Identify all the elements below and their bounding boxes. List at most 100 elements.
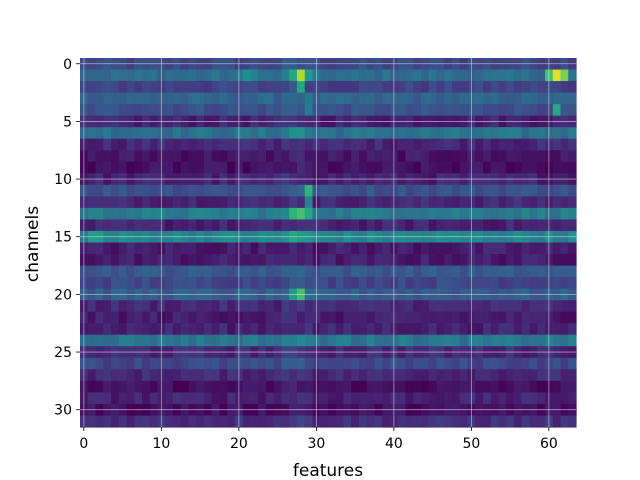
heatmap-cell xyxy=(266,311,275,324)
heatmap-cell xyxy=(374,161,383,174)
heatmap-cell xyxy=(173,207,182,221)
heatmap-cell xyxy=(514,277,523,290)
heatmap-cell xyxy=(95,380,104,394)
heatmap-cell xyxy=(103,369,112,382)
heatmap-cell xyxy=(537,207,546,221)
heatmap-cell xyxy=(568,138,577,151)
heatmap-cell xyxy=(227,357,236,370)
heatmap-cell xyxy=(421,127,430,140)
heatmap-cell xyxy=(173,415,182,428)
heatmap-cell xyxy=(421,184,430,197)
heatmap-cell xyxy=(452,415,461,428)
heatmap-cell xyxy=(444,207,453,221)
heatmap-cell xyxy=(328,392,337,405)
heatmap-cell xyxy=(289,380,298,394)
heatmap-cell xyxy=(204,254,213,267)
heatmap-cell xyxy=(273,254,283,267)
heatmap-cell xyxy=(529,161,538,174)
heatmap-cell xyxy=(421,104,430,117)
heatmap-cell xyxy=(304,380,314,394)
heatmap-cell xyxy=(498,150,507,163)
heatmap-cell xyxy=(95,127,104,140)
heatmap-cell xyxy=(204,311,213,324)
heatmap-cell xyxy=(149,150,159,163)
heatmap-cell xyxy=(552,392,562,405)
heatmap-cell xyxy=(188,69,197,82)
heatmap-cell xyxy=(498,138,507,151)
heatmap-cell xyxy=(506,265,515,278)
heatmap-cell xyxy=(258,369,267,382)
heatmap-cell xyxy=(397,265,407,278)
heatmap-cell xyxy=(250,196,259,209)
heatmap-cell xyxy=(397,207,407,221)
heatmap-cell xyxy=(142,277,151,290)
heatmap-cell xyxy=(428,380,438,394)
heatmap-cell xyxy=(359,357,368,370)
heatmap-cell xyxy=(273,392,283,405)
heatmap-cell xyxy=(297,196,306,209)
heatmap-cell xyxy=(444,150,453,163)
heatmap-cell xyxy=(289,415,298,428)
heatmap-cell xyxy=(351,357,360,370)
heatmap-cell xyxy=(250,81,259,94)
heatmap-cell xyxy=(242,369,252,382)
heatmap-cell xyxy=(475,150,484,163)
heatmap-cell xyxy=(134,380,143,394)
heatmap-cell xyxy=(281,392,290,405)
heatmap-cell xyxy=(266,254,275,267)
heatmap-cell xyxy=(204,138,213,151)
heatmap-cell xyxy=(552,369,562,382)
heatmap-cell xyxy=(428,219,438,232)
heatmap-cell xyxy=(95,242,104,255)
heatmap-cell xyxy=(498,300,507,313)
heatmap-cell xyxy=(134,311,143,324)
heatmap-cell xyxy=(335,127,345,140)
heatmap-cell xyxy=(149,334,159,347)
heatmap-cell xyxy=(165,127,174,140)
heatmap-cell xyxy=(498,104,507,117)
heatmap-cell xyxy=(165,242,174,255)
heatmap-cell xyxy=(111,69,120,82)
heatmap-cell xyxy=(413,334,422,347)
heatmap-cell xyxy=(95,104,104,117)
heatmap-cell xyxy=(343,334,352,347)
heatmap-cell xyxy=(297,92,306,105)
heatmap-cell xyxy=(142,380,151,394)
heatmap-cell xyxy=(165,104,174,117)
heatmap-cell xyxy=(537,104,546,117)
heatmap-cell xyxy=(483,415,492,428)
heatmap-cell xyxy=(204,415,213,428)
heatmap-cell xyxy=(211,392,221,405)
heatmap-cell xyxy=(560,196,569,209)
heatmap-cell xyxy=(328,69,337,82)
heatmap-cell xyxy=(165,184,174,197)
heatmap-cell xyxy=(304,357,314,370)
heatmap-cell xyxy=(126,334,135,347)
heatmap-cell xyxy=(552,219,562,232)
heatmap-cell xyxy=(204,369,213,382)
heatmap-cell xyxy=(142,392,151,405)
heatmap-cell xyxy=(413,196,422,209)
heatmap-cell xyxy=(142,357,151,370)
heatmap-cell xyxy=(413,380,422,394)
heatmap-cell xyxy=(149,300,159,313)
heatmap-cell xyxy=(273,334,283,347)
heatmap-cell xyxy=(405,392,414,405)
heatmap-cell xyxy=(436,277,445,290)
heatmap-cell xyxy=(343,357,352,370)
heatmap-cell xyxy=(281,242,290,255)
heatmap-cell xyxy=(281,219,290,232)
heatmap-cell xyxy=(118,150,128,163)
heatmap-cell xyxy=(297,242,306,255)
heatmap-cell xyxy=(227,369,236,382)
heatmap-cell xyxy=(320,323,329,336)
heatmap-cell xyxy=(273,219,283,232)
heatmap-cell xyxy=(297,334,306,347)
heatmap-cell xyxy=(188,150,197,163)
heatmap-cell xyxy=(490,300,500,313)
heatmap-cell xyxy=(413,357,422,370)
heatmap-cell xyxy=(180,161,190,174)
heatmap-cell xyxy=(204,207,213,221)
heatmap-cell xyxy=(227,69,236,82)
heatmap-cell xyxy=(506,311,515,324)
